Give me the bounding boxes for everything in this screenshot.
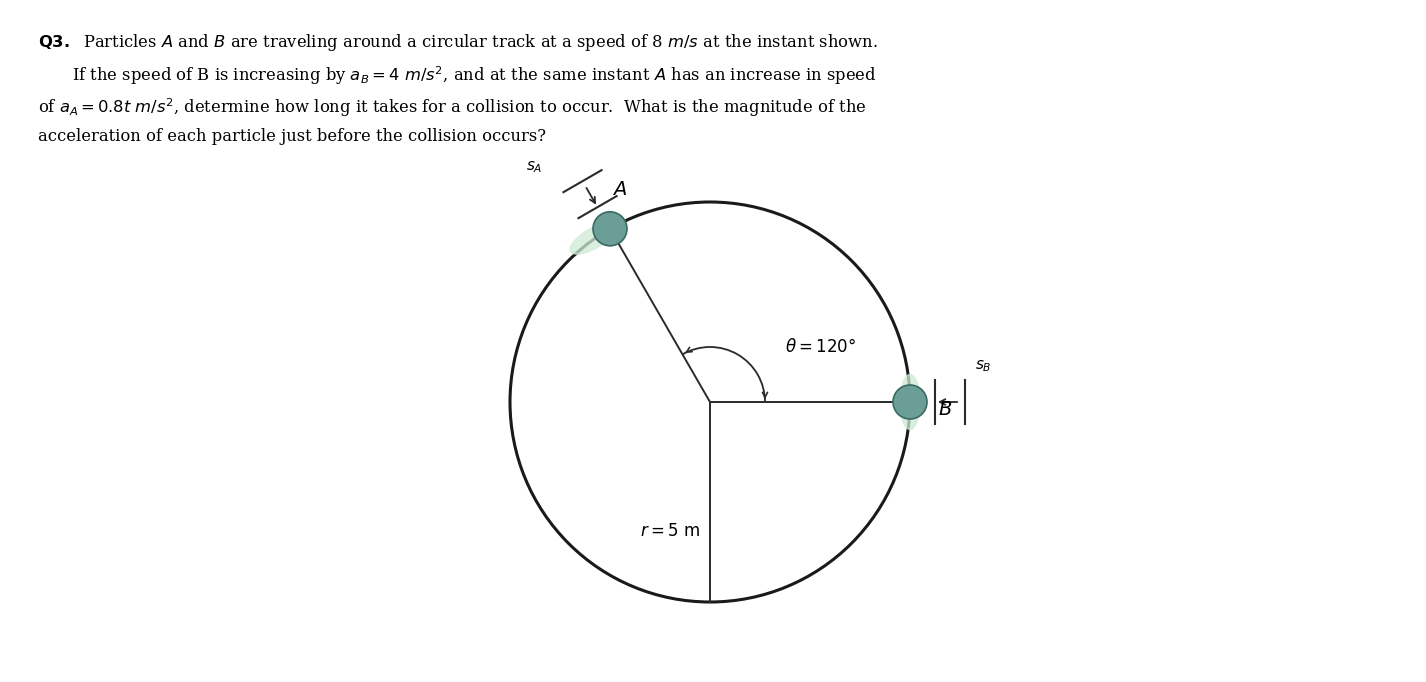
Ellipse shape [570,222,619,254]
Text: If the speed of B is increasing by $a_B = 4\ m/s^2$, and at the same instant $A$: If the speed of B is increasing by $a_B … [71,64,877,87]
Text: $\theta = 120°$: $\theta = 120°$ [784,338,856,356]
Circle shape [593,212,627,246]
Text: $r = 5\ \mathrm{m}$: $r = 5\ \mathrm{m}$ [640,524,700,541]
Text: acceleration of each particle just before the collision occurs?: acceleration of each particle just befor… [39,128,546,145]
Text: $A$: $A$ [613,181,627,198]
Text: $s_B$: $s_B$ [975,358,991,374]
Text: of $a_A = 0.8t\ m/s^2$, determine how long it takes for a collision to occur.  W: of $a_A = 0.8t\ m/s^2$, determine how lo… [39,96,867,119]
Text: $B$: $B$ [938,401,953,419]
Ellipse shape [900,374,920,430]
Text: $\mathbf{Q3.}$  Particles $A$ and $B$ are traveling around a circular track at a: $\mathbf{Q3.}$ Particles $A$ and $B$ are… [39,32,878,53]
Circle shape [893,385,927,419]
Text: $s_A$: $s_A$ [526,160,542,175]
